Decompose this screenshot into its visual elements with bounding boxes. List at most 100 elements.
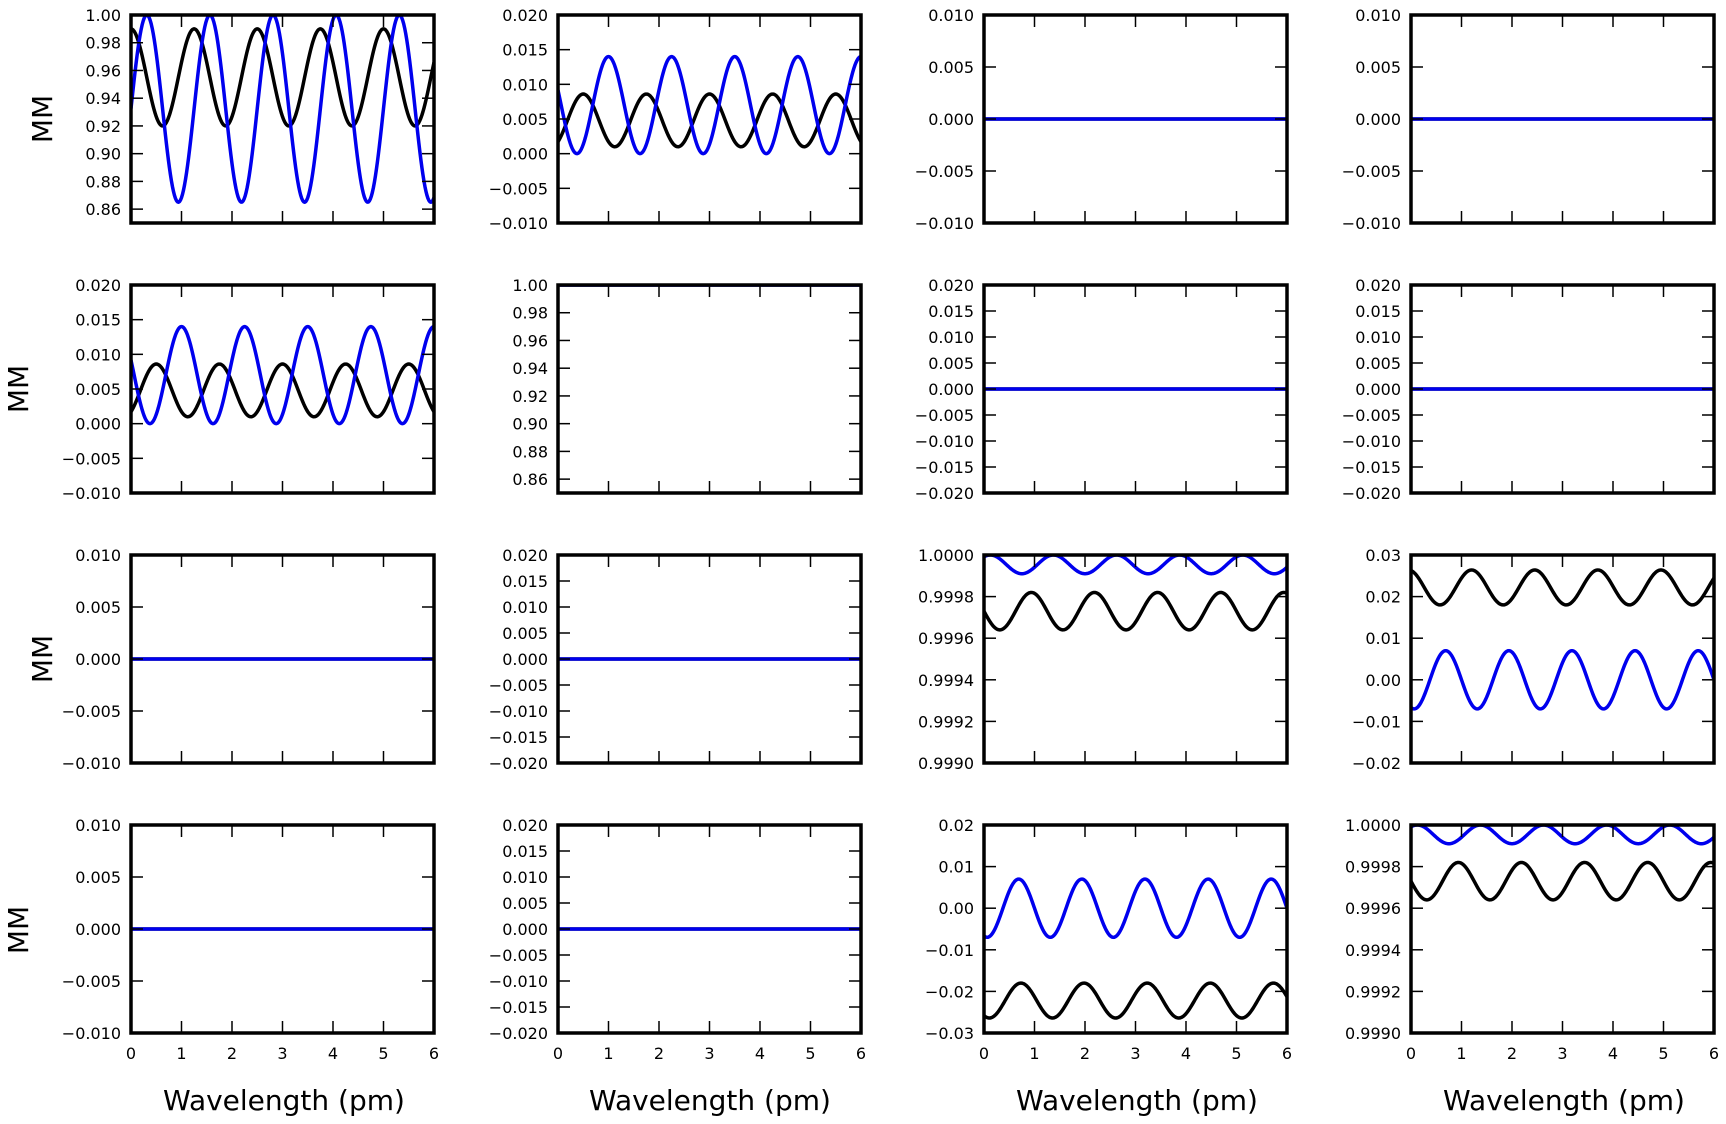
panel-r0-c0-ytick-label: 0.94	[85, 89, 121, 108]
panel-r2-c1: −0.020 −0.015 −0.010 −0.005 0.000 0.005 0.010 0…	[489, 546, 863, 773]
panel-r1-c1-ytick-label: 0.86	[512, 470, 548, 489]
panel-r3-c3-xtick-label: 6	[1709, 1044, 1719, 1063]
panel-r0-c2-ytick-label: −0.005	[915, 162, 974, 181]
panel-r3-c1-ytick-label: 0.020	[502, 816, 548, 835]
panel-r1-c2-ytick-label: −0.010	[915, 432, 974, 451]
panel-r1-c0-line-black	[131, 362, 434, 419]
panel-r3-c3-xtick-label: 3	[1557, 1044, 1567, 1063]
col-1-xlabel: Wavelength (pm)	[589, 1084, 831, 1117]
panel-r2-c3-ytick-label: 0.00	[1365, 671, 1401, 690]
panel-r1-c1-ytick-label: 0.90	[512, 415, 548, 434]
panel-r3-c0-xtick-label: 5	[378, 1044, 388, 1063]
panel-r3-c2-xtick-label: 6	[1282, 1044, 1292, 1063]
panel-r1-c0-ytick-label: 0.005	[75, 380, 121, 399]
panel-r2-c1-ytick-label: −0.015	[489, 728, 548, 747]
panel-r3-c3-frame	[1409, 823, 1716, 1035]
row-0-ylabel: MM	[26, 95, 59, 143]
panel-r1-c2-ytick-label: 0.020	[928, 276, 974, 295]
panel-r3-c3-line-black	[1411, 860, 1714, 902]
panel-r1-c0-ytick-label: 0.020	[75, 276, 121, 295]
panel-r2-c3-line-blue	[1411, 648, 1714, 711]
panel-r2-c0-ytick-label: 0.005	[75, 598, 121, 617]
panel-r3-c0-xtick-label: 2	[227, 1044, 237, 1063]
panel-r1-c0-ytick-label: −0.005	[62, 449, 121, 468]
panel-r3-c1-xtick-label: 2	[654, 1044, 664, 1063]
panel-r0-c3-ytick-label: 0.010	[1355, 6, 1401, 25]
panel-r3-c3: 0.9990 0.9992 0.9994 0.9996 0.9998 1.0000 0 1 2 3…	[1345, 816, 1719, 1063]
panel-r3-c3-ytick-label: 0.9998	[1345, 858, 1401, 877]
panel-r0-c1-ytick-label: 0.005	[502, 110, 548, 129]
col-3-xlabel: Wavelength (pm)	[1443, 1084, 1685, 1117]
panel-r3-c0-xtick-label: 0	[126, 1044, 136, 1063]
panel-r3-c0-xtick-label: 6	[429, 1044, 439, 1063]
panel-r3-c2-line-blue	[984, 877, 1287, 940]
panel-r1-c3-ytick-label: 0.020	[1355, 276, 1401, 295]
panel-r3-c3-xtick-label: 1	[1456, 1044, 1466, 1063]
panel-r3-c0-xtick-label: 1	[176, 1044, 186, 1063]
panel-r1-c0: −0.010 −0.005 0.000 0.005 0.010 0.015 0.020	[62, 276, 436, 503]
panel-r1-c3: −0.020 −0.015 −0.010 −0.005 0.000 0.005 0.010 0…	[1342, 276, 1716, 503]
panel-r0-c1-line-blue	[558, 54, 861, 156]
panel-r2-c3-ytick-label: 0.02	[1365, 588, 1401, 607]
panel-r1-c0-ytick-label: 0.010	[75, 345, 121, 364]
panel-r3-c3-xtick-label: 4	[1608, 1044, 1618, 1063]
panel-r3-c1-ytick-label: 0.000	[502, 920, 548, 939]
panel-r3-c3-ytick-label: 0.9990	[1345, 1024, 1401, 1043]
panel-r3-c3-ytick-label: 0.9992	[1345, 982, 1401, 1001]
panel-r3-c1-ytick-label: −0.010	[489, 972, 548, 991]
panel-r0-c1-line-black	[558, 92, 861, 149]
panel-r2-c3-line-black	[1411, 568, 1714, 607]
panel-r1-c1-ytick-label: 0.94	[512, 359, 548, 378]
figure-labels: MM MM MM MM Wavelength (pm) Wavelength (…	[2, 95, 1685, 1117]
panel-r0-c2-ytick-label: 0.000	[928, 110, 974, 129]
panel-r0-c0-series	[131, 15, 434, 204]
panel-r1-c1-ytick-label: 1.00	[512, 276, 548, 295]
panel-r1-c2-ytick-label: 0.010	[928, 328, 974, 347]
panel-r2-c2-frame	[982, 553, 1289, 765]
panel-r2-c3-ytick-label: −0.01	[1352, 712, 1401, 731]
panel-r3-c0: −0.010 −0.005 0.000 0.005 0.010 0 1 2 3 4 5 6	[62, 816, 439, 1063]
col-0-xlabel: Wavelength (pm)	[163, 1084, 405, 1117]
panel-r1-c3-ytick-label: 0.010	[1355, 328, 1401, 347]
panel-r0-c3-ytick-label: −0.005	[1342, 162, 1401, 181]
panel-r1-c1: 0.86 0.88 0.90 0.92 0.94 0.96 0.98 1.00	[512, 276, 863, 495]
panel-r3-c3-ytick-label: 1.0000	[1345, 816, 1401, 835]
panel-r0-c1-ytick-label: 0.010	[502, 75, 548, 94]
panel-r1-c1-ytick-label: 0.96	[512, 331, 548, 350]
panel-r3-c3-xtick-label: 0	[1406, 1044, 1416, 1063]
panel-r3-c2-ytick-label: 0.02	[938, 816, 974, 835]
panel-r0-c0-line-blue	[131, 15, 434, 204]
panel-r1-c3-ytick-label: 0.015	[1355, 302, 1401, 321]
panel-r2-c1-ytick-label: 0.005	[502, 624, 548, 643]
panel-r3-c2-series	[984, 877, 1287, 1020]
panel-r3-c3-xtick-label: 5	[1658, 1044, 1668, 1063]
panel-r3-c0-xtick-label: 3	[277, 1044, 287, 1063]
panel-r3-c1-ytick-label: 0.015	[502, 842, 548, 861]
panel-r2-c2: 0.9990 0.9992 0.9994 0.9996 0.9998 1.0000	[918, 546, 1289, 773]
panel-r3-c0-ytick-label: 0.000	[75, 920, 121, 939]
panel-r0-c0-ytick-label: 0.88	[85, 172, 121, 191]
panel-r2-c2-ytick-label: 0.9992	[918, 712, 974, 731]
panel-r0-c1-ytick-label: 0.020	[502, 6, 548, 25]
panel-r1-c1-ytick-label: 0.98	[512, 304, 548, 323]
panel-r0-c1: −0.010 −0.005 0.000 0.005 0.010 0.015 0.020	[489, 6, 863, 233]
panel-r3-c1-xtick-label: 6	[856, 1044, 866, 1063]
panel-r2-c3-ytick-label: 0.03	[1365, 546, 1401, 565]
panel-r0-c0-line-black	[131, 27, 434, 128]
panel-r2-c1-ytick-label: 0.010	[502, 598, 548, 617]
panel-r2-c1-ytick-label: 0.020	[502, 546, 548, 565]
panel-r0-c3: −0.010 −0.005 0.000 0.005 0.010	[1342, 6, 1716, 233]
panel-r0-c2: −0.010 −0.005 0.000 0.005 0.010	[915, 6, 1289, 233]
panel-r0-c0-ytick-label: 0.90	[85, 145, 121, 164]
panel-r3-c1-xtick-label: 0	[553, 1044, 563, 1063]
panel-r1-c3-ytick-label: 0.000	[1355, 380, 1401, 399]
panel-r3-c1-ytick-label: 0.005	[502, 894, 548, 913]
panel-r3-c2-ytick-label: 0.01	[938, 858, 974, 877]
col-2-xlabel: Wavelength (pm)	[1016, 1084, 1258, 1117]
panel-r1-c2-ytick-label: 0.000	[928, 380, 974, 399]
panel-r3-c2-xtick-label: 2	[1080, 1044, 1090, 1063]
panel-r3-c1-ytick-label: −0.005	[489, 946, 548, 965]
panel-r0-c1-ytick-label: −0.010	[489, 214, 548, 233]
panel-r2-c2-ytick-label: 0.9994	[918, 671, 974, 690]
panel-r1-c0-ytick-label: 0.015	[75, 311, 121, 330]
